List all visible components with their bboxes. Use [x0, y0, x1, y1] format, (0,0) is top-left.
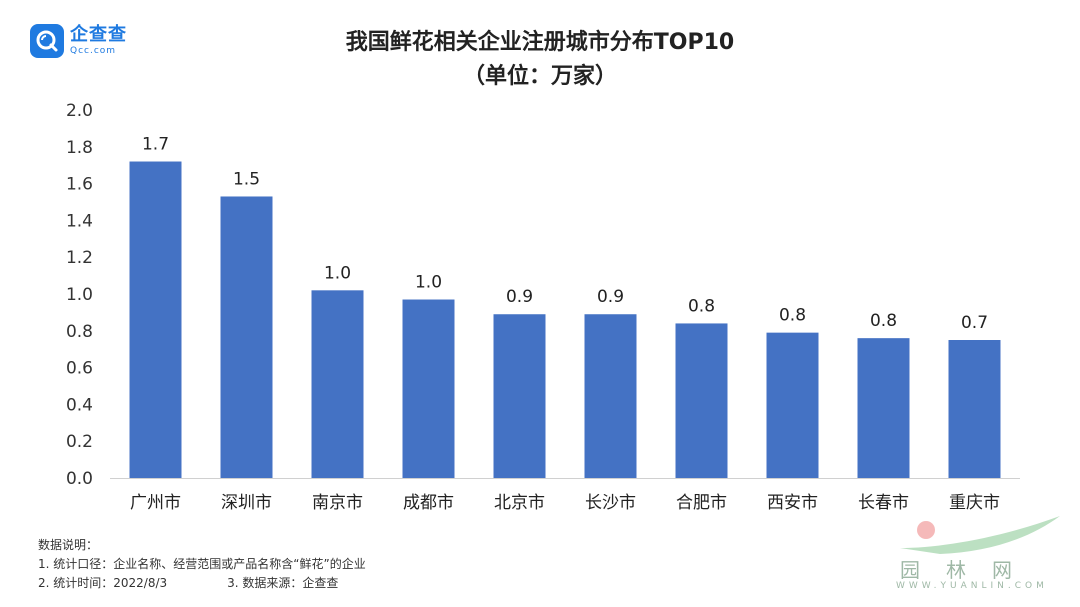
- watermark-cn: 园林网: [900, 558, 1038, 582]
- bar: [402, 299, 455, 478]
- leaf-logo-icon: [900, 516, 1060, 554]
- data-label: 1.0: [324, 263, 351, 283]
- y-tick-label: 0.0: [66, 469, 93, 489]
- bar: [584, 314, 637, 478]
- data-label: 0.7: [961, 313, 988, 333]
- x-tick-label: 北京市: [494, 493, 545, 513]
- yuanlin-watermark: 园林网 WWW.YUANLIN.COM: [880, 508, 1070, 598]
- bar: [493, 314, 546, 478]
- data-notes: 数据说明： 1. 统计口径：企业名称、经营范围或产品名称含“鲜花”的企业 2. …: [38, 536, 366, 593]
- data-label: 0.9: [506, 287, 533, 307]
- data-label: 1.5: [233, 169, 260, 189]
- notes-line-2: 2. 统计时间：2022/8/3: [38, 576, 168, 590]
- x-tick-label: 南京市: [312, 493, 363, 513]
- data-label: 0.9: [597, 287, 624, 307]
- y-tick-label: 2.0: [66, 101, 93, 121]
- notes-line-1: 1. 统计口径：企业名称、经营范围或产品名称含“鲜花”的企业: [38, 557, 366, 571]
- x-tick-label: 广州市: [130, 493, 181, 513]
- brand-domain: Qcc.com: [70, 46, 117, 56]
- x-tick-label: 成都市: [403, 493, 454, 513]
- data-label: 0.8: [870, 311, 897, 331]
- x-tick-label: 深圳市: [221, 493, 272, 513]
- bar: [766, 332, 819, 478]
- y-tick-label: 0.2: [66, 432, 93, 452]
- y-tick-label: 1.0: [66, 285, 93, 305]
- x-tick-label: 西安市: [767, 493, 818, 513]
- notes-line-3: 3. 数据来源：企查查: [227, 576, 339, 590]
- bar: [129, 161, 182, 478]
- bar: [948, 340, 1001, 478]
- y-tick-label: 0.6: [66, 359, 93, 379]
- bar: [857, 338, 910, 478]
- y-tick-label: 1.8: [66, 138, 93, 158]
- x-tick-label: 长沙市: [585, 493, 636, 513]
- data-label: 1.7: [142, 135, 169, 155]
- bar: [220, 196, 273, 479]
- y-tick-label: 1.4: [66, 211, 93, 231]
- y-tick-label: 0.4: [66, 395, 93, 415]
- chart-subtitle: （单位：万家）: [462, 64, 617, 89]
- data-label: 1.0: [415, 273, 442, 293]
- y-tick-label: 1.6: [66, 175, 93, 195]
- x-tick-label: 长春市: [858, 493, 909, 513]
- x-tick-label: 合肥市: [676, 493, 727, 513]
- bar: [311, 290, 364, 478]
- watermark-en: WWW.YUANLIN.COM: [896, 581, 1048, 591]
- qcc-logo-icon: [30, 24, 64, 58]
- notes-heading: 数据说明：: [38, 538, 99, 552]
- brand-name: 企查查: [70, 24, 127, 45]
- y-tick-label: 1.2: [66, 248, 93, 268]
- data-label: 0.8: [688, 296, 715, 316]
- chart-title: 我国鲜花相关企业注册城市分布TOP10: [345, 30, 735, 55]
- y-tick-label: 0.8: [66, 322, 93, 342]
- qcc-logo: 企查查 Qcc.com: [30, 24, 127, 58]
- bar: [675, 323, 728, 478]
- data-label: 0.8: [779, 306, 806, 326]
- x-tick-label: 重庆市: [949, 493, 1000, 513]
